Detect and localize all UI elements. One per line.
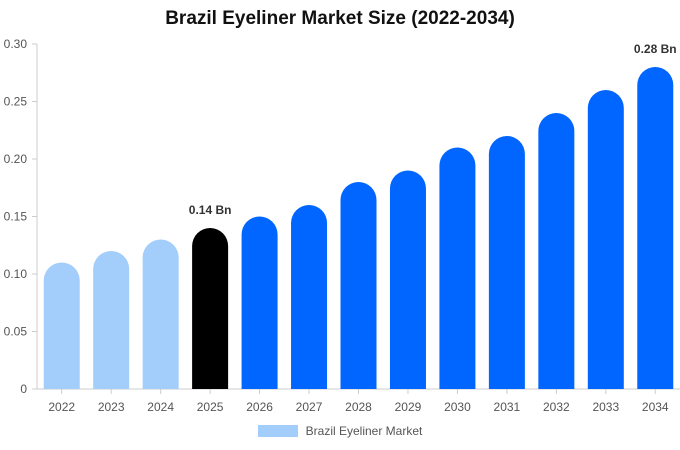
x-tick-label: 2032 bbox=[543, 400, 570, 414]
y-tick-label: 0.20 bbox=[4, 152, 28, 166]
bar-2031 bbox=[488, 135, 525, 389]
bar-2027 bbox=[291, 205, 328, 389]
bar-2026 bbox=[241, 216, 278, 389]
x-tick-label: 2028 bbox=[345, 400, 372, 414]
bar-2029 bbox=[389, 170, 426, 389]
bar-2022 bbox=[43, 262, 80, 389]
legend-swatch bbox=[257, 425, 298, 437]
bar-2034 bbox=[637, 67, 674, 389]
data-label: 0.14 Bn bbox=[189, 203, 232, 217]
y-tick-label: 0.15 bbox=[4, 210, 28, 224]
x-tick-label: 2027 bbox=[296, 400, 323, 414]
bar-2033 bbox=[587, 90, 624, 389]
x-tick-label: 2025 bbox=[197, 400, 224, 414]
bar-2023 bbox=[93, 251, 130, 389]
x-tick-label: 2034 bbox=[642, 400, 669, 414]
x-tick-label: 2026 bbox=[246, 400, 273, 414]
x-tick-label: 2029 bbox=[395, 400, 422, 414]
x-tick-label: 2030 bbox=[444, 400, 471, 414]
bar-2024 bbox=[142, 239, 179, 389]
legend-label: Brazil Eyeliner Market bbox=[305, 424, 423, 438]
data-label: 0.28 Bn bbox=[634, 42, 677, 56]
chart-title: Brazil Eyeliner Market Size (2022-2034) bbox=[165, 8, 515, 29]
bar-2025 bbox=[192, 228, 229, 389]
bar-2028 bbox=[340, 182, 377, 389]
x-tick-label: 2033 bbox=[592, 400, 619, 414]
y-tick-label: 0.05 bbox=[4, 325, 28, 339]
x-tick-label: 2023 bbox=[98, 400, 125, 414]
bar-2032 bbox=[538, 113, 575, 389]
x-tick-label: 2031 bbox=[494, 400, 521, 414]
y-tick-label: 0 bbox=[20, 382, 27, 396]
y-tick-label: 0.25 bbox=[4, 95, 28, 109]
bar-2030 bbox=[439, 147, 476, 389]
y-tick-label: 0.30 bbox=[4, 37, 28, 51]
legend[interactable]: Brazil Eyeliner Market bbox=[0, 424, 680, 438]
y-tick-label: 0.10 bbox=[4, 267, 28, 281]
x-tick-label: 2024 bbox=[147, 400, 174, 414]
x-tick-label: 2022 bbox=[48, 400, 75, 414]
